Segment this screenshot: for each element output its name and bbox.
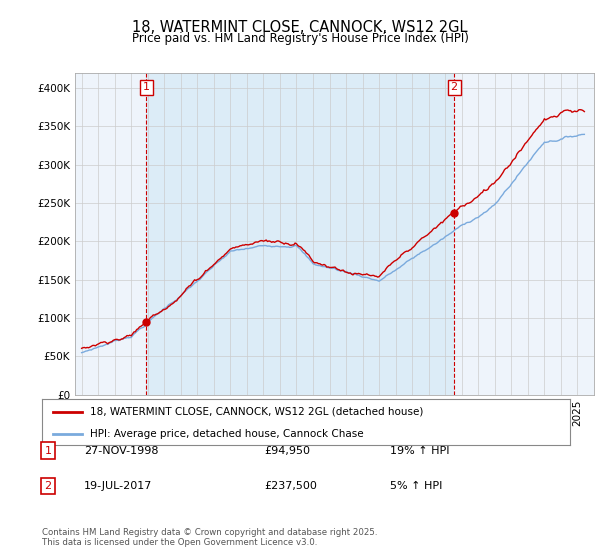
Text: 18, WATERMINT CLOSE, CANNOCK, WS12 2GL (detached house): 18, WATERMINT CLOSE, CANNOCK, WS12 2GL (… — [89, 407, 423, 417]
Text: 19% ↑ HPI: 19% ↑ HPI — [390, 446, 449, 456]
Text: 5% ↑ HPI: 5% ↑ HPI — [390, 481, 442, 491]
Text: 2: 2 — [44, 481, 52, 491]
Text: 1: 1 — [44, 446, 52, 456]
Text: 19-JUL-2017: 19-JUL-2017 — [84, 481, 152, 491]
Text: Price paid vs. HM Land Registry's House Price Index (HPI): Price paid vs. HM Land Registry's House … — [131, 32, 469, 45]
Text: 18, WATERMINT CLOSE, CANNOCK, WS12 2GL: 18, WATERMINT CLOSE, CANNOCK, WS12 2GL — [132, 20, 468, 35]
Text: £94,950: £94,950 — [264, 446, 310, 456]
Text: 27-NOV-1998: 27-NOV-1998 — [84, 446, 158, 456]
Text: 1: 1 — [143, 82, 150, 92]
Text: £237,500: £237,500 — [264, 481, 317, 491]
Text: HPI: Average price, detached house, Cannock Chase: HPI: Average price, detached house, Cann… — [89, 429, 363, 438]
Bar — [146, 73, 454, 395]
Text: 2: 2 — [451, 82, 458, 92]
Text: Contains HM Land Registry data © Crown copyright and database right 2025.
This d: Contains HM Land Registry data © Crown c… — [42, 528, 377, 547]
